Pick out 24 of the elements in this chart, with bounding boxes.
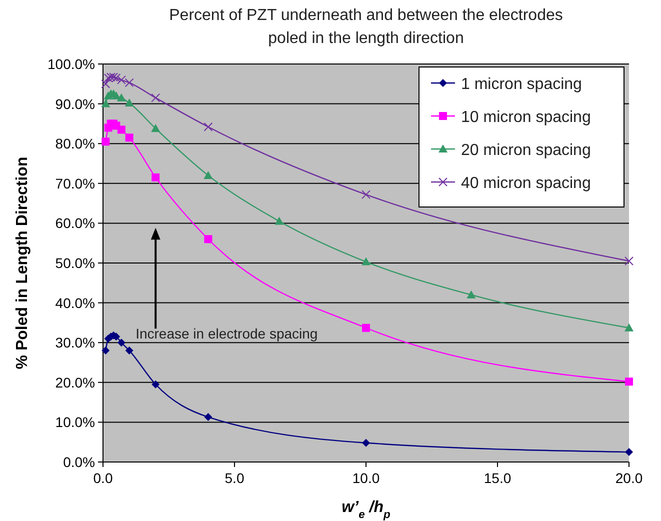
y-tick-label: 50.0% [55,255,95,271]
legend-label: 1 micron spacing [461,76,582,93]
x-tick-label: 15.0 [484,470,512,486]
y-tick-label: 0.0% [63,454,95,470]
y-tick-label: 40.0% [55,294,95,311]
legend-label: 20 micron spacing [461,142,591,159]
x-tick-label: 0.0 [93,470,113,486]
x-tick-label: 20.0 [615,470,643,486]
y-tick-label: 100.0% [48,56,95,72]
y-tick-label: 30.0% [55,334,95,351]
y-tick-label: 70.0% [55,175,95,192]
y-tick-label: 60.0% [55,215,95,232]
y-tick-label: 80.0% [55,136,95,152]
x-tick-label: 5.0 [224,470,244,486]
annotation: Increase in electrode spacing [136,326,318,342]
y-tick-label: 20.0% [55,374,95,390]
x-tick-label: 10.0 [352,470,380,486]
legend-label: 10 micron spacing [461,109,591,126]
x-axis-title: w’$_{e}$ /h$_{p}$ [342,499,390,521]
legend-label: 40 micron spacing [461,175,591,192]
chart-title: Percent of PZT underneath and between the electrodes poled in the length direction [169,7,563,47]
y-tick-label: 10.0% [55,414,95,430]
y-tick-label: 90.0% [55,96,95,112]
y-axis-title: % Poled in Length Direction [14,156,31,370]
